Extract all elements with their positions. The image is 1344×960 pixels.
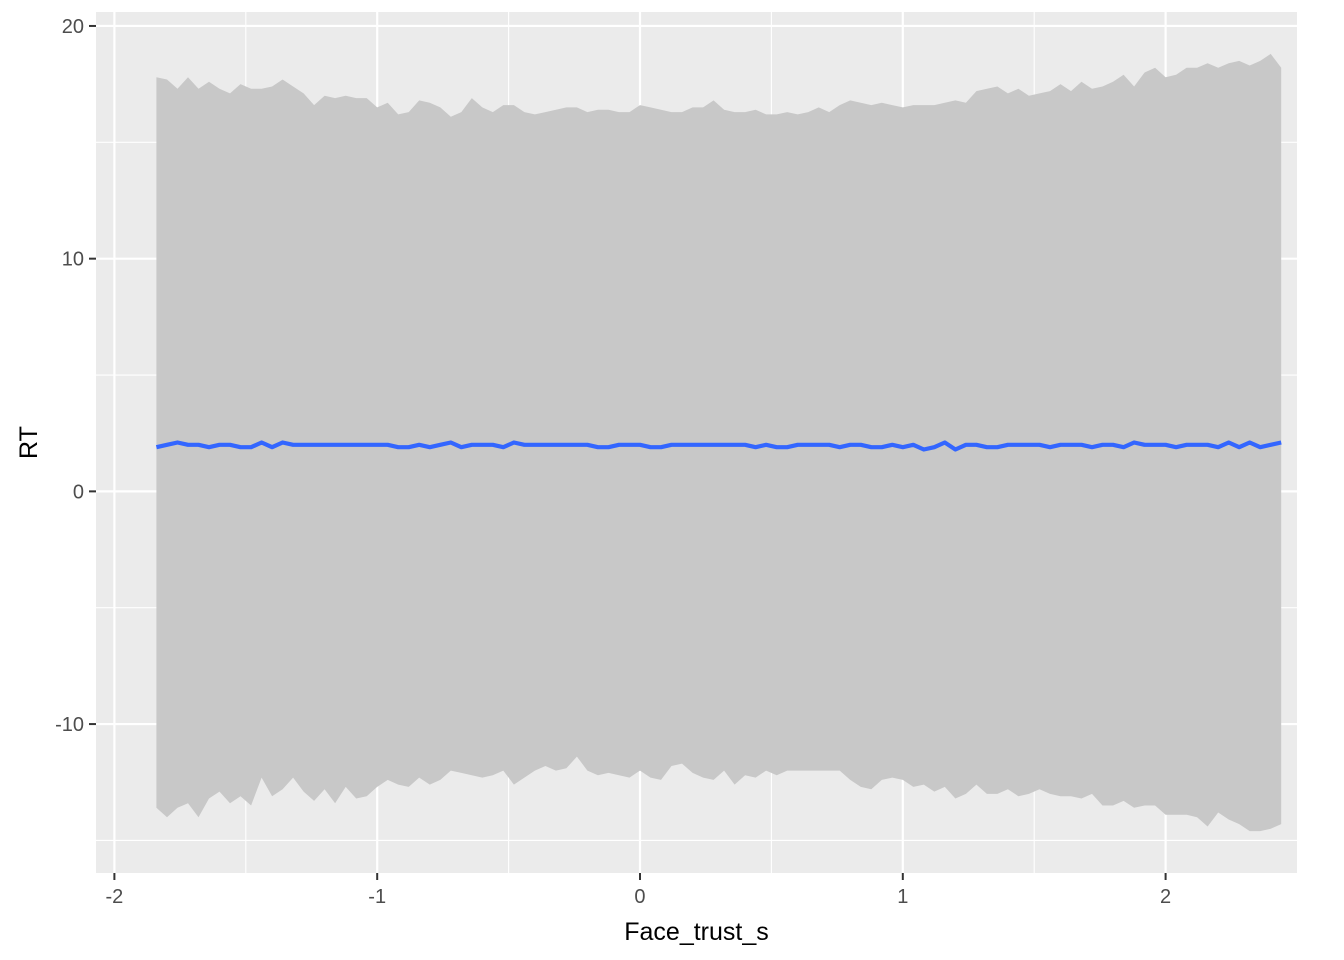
x-axis-tick-labels: -2 -1 0 1 2: [105, 886, 1171, 908]
y-axis-title: RT: [15, 426, 43, 459]
y-tick-label: 10: [62, 249, 84, 271]
y-tick-label: 20: [62, 16, 84, 38]
x-tick-label: -2: [105, 886, 123, 908]
x-tick-label: 2: [1160, 886, 1171, 908]
y-axis-ticks: [89, 24, 96, 726]
x-tick-label: 1: [897, 886, 908, 908]
x-tick-label: -1: [368, 886, 386, 908]
x-axis-title: Face_trust_s: [624, 918, 769, 946]
y-axis-tick-labels: -10 0 10 20: [55, 16, 84, 736]
series-line: [155, 440, 1282, 452]
y-tick-label: 0: [73, 481, 84, 503]
x-tick-label: 0: [634, 886, 645, 908]
confidence-ribbon: [156, 53, 1282, 832]
y-tick-label: -10: [55, 714, 84, 736]
x-axis-ticks: [113, 873, 1167, 880]
